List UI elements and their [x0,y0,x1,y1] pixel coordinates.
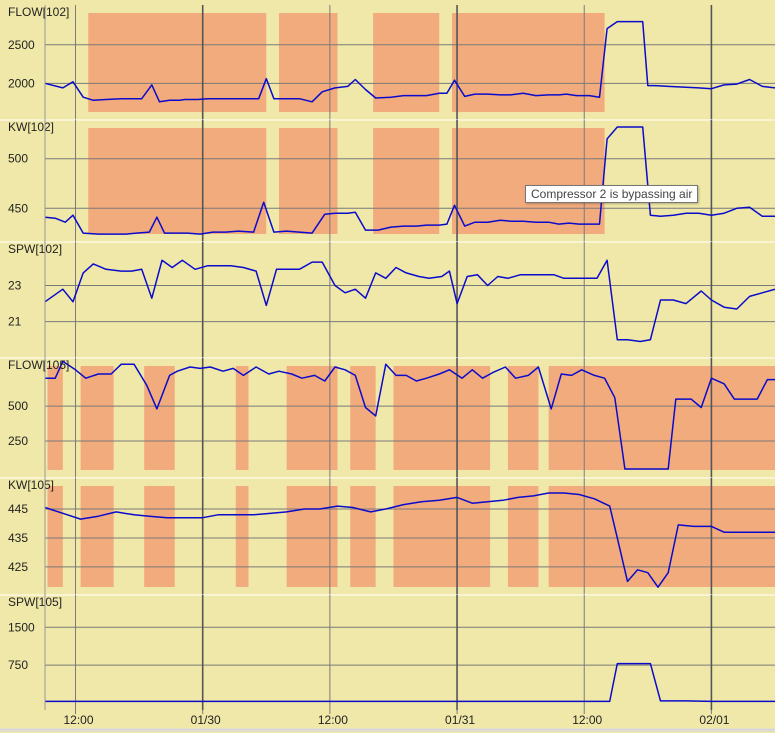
highlight-band [279,13,338,112]
series-line [44,20,775,103]
highlight-band [144,486,175,587]
time-axis-strip [0,710,775,733]
series-line [45,662,775,703]
x-tick-label: 12:00 [318,713,348,727]
highlight-band [393,366,491,470]
y-tick-label: 2000 [8,76,35,90]
tooltip: Compressor 2 is bypassing air [525,185,699,203]
x-tick-label: 12:00 [572,713,602,727]
highlight-band [88,128,267,234]
series-line [44,492,775,588]
highlight-band [350,366,376,470]
panel-title: FLOW[105] [8,358,69,372]
x-tick-label: 12:00 [64,713,94,727]
highlight-band [507,486,539,587]
highlight-band [47,486,63,587]
highlight-band [451,13,605,112]
highlight-band [80,366,114,470]
highlight-band [235,366,249,470]
highlight-band [393,486,491,587]
series-line [44,259,775,343]
y-tick-label: 500 [8,399,28,413]
highlight-band [548,366,775,470]
highlight-band [47,366,63,470]
y-tick-label: 435 [8,531,28,545]
panel-title: KW[102] [8,120,54,134]
panel-title: SPW[105] [8,595,62,609]
y-tick-label: 21 [8,315,22,329]
y-tick-label: 2500 [8,38,35,52]
highlight-band [235,486,249,587]
highlight-band [507,366,539,470]
series-line [45,360,775,470]
y-tick-label: 750 [8,658,28,672]
y-tick-label: 445 [8,502,28,516]
panel-title: FLOW[102] [8,5,69,19]
y-tick-label: 1500 [8,620,35,634]
highlight-band [286,366,338,470]
panel-title: SPW[102] [8,242,62,256]
highlight-band [350,486,376,587]
x-tick-label: 01/31 [445,713,475,727]
panel-title: KW[105] [8,478,54,492]
highlight-band [279,128,338,234]
highlight-band [80,486,114,587]
y-tick-label: 425 [8,560,28,574]
y-tick-label: 250 [8,434,28,448]
highlight-band [88,13,267,112]
y-tick-label: 450 [8,201,28,215]
highlight-band [548,486,775,587]
series-line [44,126,775,235]
highlight-band [286,486,338,587]
x-tick-label: 01/30 [191,713,221,727]
highlight-band [451,128,605,234]
highlight-band [144,366,175,470]
highlight-band [373,128,440,234]
y-tick-label: 500 [8,152,28,166]
y-tick-label: 23 [8,279,22,293]
x-tick-label: 02/01 [699,713,729,727]
